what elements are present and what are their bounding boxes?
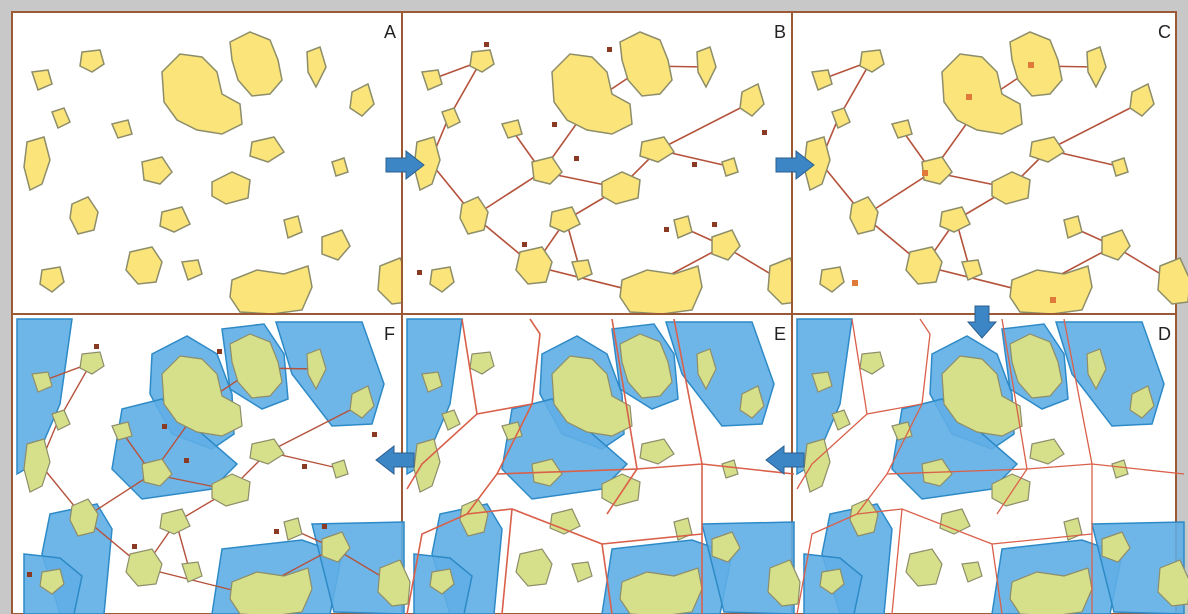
panel-label-a: A <box>384 22 396 42</box>
panel-label-d: D <box>1158 324 1171 344</box>
panel-c: C <box>791 11 1188 315</box>
panel-label-f: F <box>384 324 395 344</box>
panel-d: D <box>791 313 1188 614</box>
panel-b: B <box>401 11 801 315</box>
panel-label-c: C <box>1158 22 1171 42</box>
panel-label-b: B <box>774 22 786 42</box>
panel-e: E <box>401 313 801 614</box>
panel-f: F <box>11 313 411 614</box>
panel-label-e: E <box>774 324 786 344</box>
panel-a: A <box>11 11 411 315</box>
